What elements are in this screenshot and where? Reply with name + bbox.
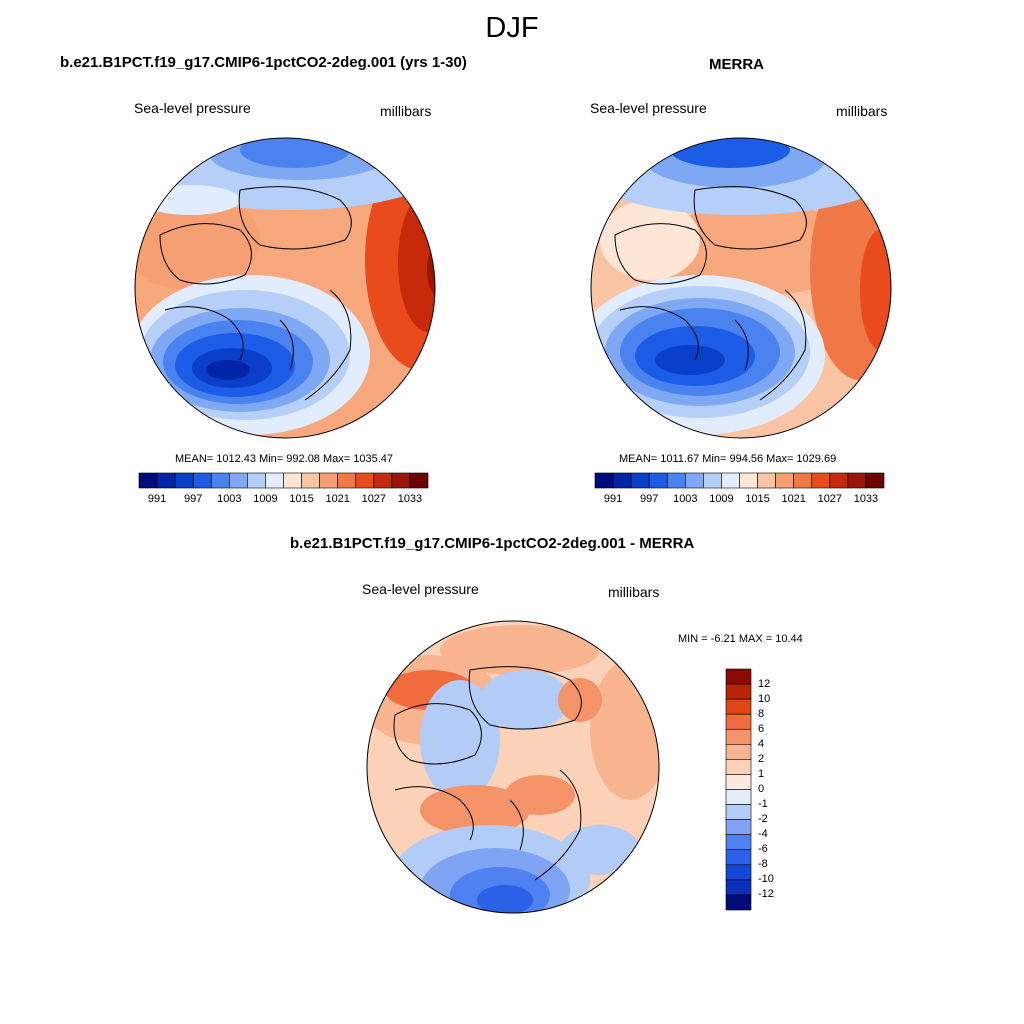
colorbar-bin — [811, 472, 831, 489]
diff-units-label: millibars — [608, 584, 660, 600]
colorbar-tick-label: 1027 — [361, 493, 387, 505]
colorbar-bin — [725, 849, 752, 866]
colorbar-bin — [721, 472, 740, 489]
colorbar-bin — [612, 472, 632, 489]
obs-variable-label: Sea-level pressure — [590, 100, 707, 116]
colorbar-tick-label: 991 — [147, 493, 167, 505]
colorbar-tick-label: -10 — [758, 873, 774, 886]
obs-stats: MEAN= 1011.67 Min= 994.56 Max= 1029.69 — [619, 453, 837, 465]
colorbar-bin — [301, 472, 320, 489]
colorbar-tick-label: 997 — [184, 493, 203, 505]
colorbar-tick-label: 1021 — [325, 493, 350, 505]
colorbar-bin — [739, 472, 758, 489]
colorbar-bin — [725, 713, 752, 730]
colorbar-tick-label: -6 — [758, 843, 768, 856]
colorbar-tick-label: 1003 — [673, 493, 698, 505]
diff-variable-label: Sea-level pressure — [362, 581, 479, 597]
colorbar-bin — [174, 472, 194, 489]
colorbar-bin — [865, 472, 885, 489]
colorbar-bin — [594, 472, 614, 489]
colorbar-bin — [725, 698, 752, 715]
colorbar-bin — [648, 472, 668, 489]
colorbar-bin — [775, 472, 794, 489]
colorbar-bin — [283, 472, 302, 489]
colorbar-tick-label: 1009 — [253, 493, 278, 505]
colorbar-bin — [355, 472, 375, 489]
colorbar-bin — [725, 668, 752, 685]
colorbar-tick-label: -1 — [758, 798, 768, 811]
colorbar-bin — [409, 472, 429, 489]
colorbar-bin — [725, 834, 752, 851]
colorbar-bin — [703, 472, 722, 489]
colorbar-tick-label: -12 — [758, 888, 774, 901]
colorbar-bin — [685, 472, 704, 489]
colorbar-bin — [725, 774, 752, 790]
colorbar-tick-label: 1027 — [817, 493, 843, 505]
colorbar-tick-label: -4 — [758, 828, 768, 841]
colorbar-bin — [725, 804, 752, 820]
colorbar-bin — [793, 472, 813, 489]
colorbar-bin — [265, 472, 284, 489]
colorbar-bin — [210, 472, 230, 489]
colorbar-tick-label: 997 — [640, 493, 659, 505]
colorbar-tick-label: 2 — [758, 752, 765, 765]
colorbar-bin — [373, 472, 393, 489]
colorbar-tick-label: 6 — [758, 722, 765, 735]
colorbar-tick-label: 0 — [758, 783, 765, 795]
season-title: DJF — [485, 12, 539, 44]
colorbar-tick-label: -2 — [758, 813, 768, 826]
colorbar-tick-label: -8 — [758, 858, 768, 871]
colorbar-bin — [725, 879, 752, 896]
colorbar-tick-label: 4 — [758, 737, 765, 750]
model-variable-label: Sea-level pressure — [134, 100, 251, 116]
colorbar-bin — [192, 472, 212, 489]
colorbar-bin — [156, 472, 176, 489]
obs-panel-title: MERRA — [709, 56, 764, 73]
colorbar-bin — [725, 864, 752, 881]
colorbar-tick-label: 1015 — [745, 493, 770, 505]
colorbar-tick-label: 991 — [603, 493, 623, 505]
colorbar-bin — [630, 472, 650, 489]
colorbar-bin — [829, 472, 849, 489]
colorbar-bin — [725, 728, 752, 745]
colorbar-bin — [847, 472, 867, 489]
colorbar-bin — [757, 472, 776, 489]
colorbar-bin — [229, 472, 248, 489]
colorbar-bin — [725, 744, 752, 760]
colorbar-bin — [725, 819, 752, 835]
model-units-label: millibars — [380, 103, 432, 119]
colorbar-tick-label: 1021 — [781, 493, 806, 505]
colorbar-bin — [138, 472, 158, 489]
diff-panel-title: b.e21.B1PCT.f19_g17.CMIP6-1pctCO2-2deg.0… — [290, 535, 695, 552]
colorbar-tick-label: 1 — [758, 767, 765, 780]
colorbar-tick-label: 1003 — [217, 493, 242, 505]
colorbar-bin — [666, 472, 686, 489]
colorbar-tick-label: 10 — [758, 692, 771, 705]
colorbar-tick-label: 8 — [758, 707, 765, 720]
colorbar-tick-label: 1009 — [709, 493, 734, 505]
model-panel-title: b.e21.B1PCT.f19_g17.CMIP6-1pctCO2-2deg.0… — [60, 54, 467, 71]
colorbar-bin — [725, 759, 752, 775]
colorbar-bin — [247, 472, 266, 489]
colorbar-tick-label: 1015 — [289, 493, 314, 505]
colorbar-bin — [319, 472, 338, 489]
colorbar-bin — [725, 789, 752, 805]
colorbar-bin — [391, 472, 411, 489]
colorbar-bin — [337, 472, 357, 489]
colorbar-bin — [725, 683, 752, 700]
colorbar-tick-label: 12 — [758, 677, 771, 690]
colorbar-bin — [725, 894, 752, 911]
colorbar-tick-label: 1033 — [853, 493, 879, 505]
diff-stats: MIN = -6.21 MAX = 10.44 — [678, 633, 803, 645]
colorbar-tick-label: 1033 — [397, 493, 423, 505]
obs-units-label: millibars — [836, 103, 888, 119]
model-stats: MEAN= 1012.43 Min= 992.08 Max= 1035.47 — [175, 453, 394, 465]
